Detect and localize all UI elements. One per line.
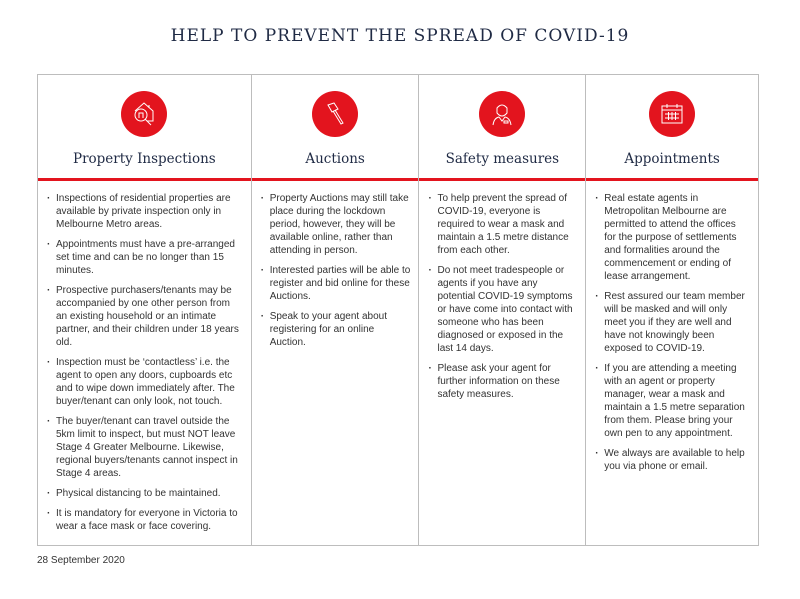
list-item: If you are attending a meeting with an a… <box>595 362 750 440</box>
list-item: Rest assured our team member will be mas… <box>595 290 750 355</box>
list-item: Inspection must be ‘contactless’ i.e. th… <box>47 356 243 408</box>
page-title: HELP TO PREVENT THE SPREAD OF COVID-19 <box>170 26 630 46</box>
list-item: Interested parties will be able to regis… <box>261 264 411 303</box>
list-item: Physical distancing to be maintained. <box>47 487 243 500</box>
house-magnifier-icon <box>121 91 168 137</box>
list-item: We always are available to help you via … <box>595 447 750 473</box>
list-item: The buyer/tenant can travel outside the … <box>47 415 243 480</box>
info-grid: Property Inspections Inspections of resi… <box>37 74 759 546</box>
list-item: To help prevent the spread of COVID-19, … <box>428 192 577 257</box>
list-item: It is mandatory for everyone in Victoria… <box>47 507 243 533</box>
column-header: Appointments <box>586 75 758 181</box>
date-footer: 28 September 2020 <box>37 555 125 566</box>
column-header: Property Inspections <box>38 75 251 181</box>
list-item: Property Auctions may still take place d… <box>261 192 411 257</box>
column-header: Auctions <box>251 75 419 181</box>
bullet-list: Property Auctions may still take place d… <box>252 181 419 349</box>
bullet-list: To help prevent the spread of COVID-19, … <box>419 181 585 401</box>
list-item: Speak to your agent about registering fo… <box>261 310 411 349</box>
column-heading: Property Inspections <box>72 151 216 167</box>
list-item: Appointments must have a pre-arranged se… <box>47 238 243 277</box>
column-heading: Safety measures <box>445 151 560 167</box>
column-appointments: Appointments Real estate agents in Metro… <box>586 75 758 545</box>
column-safety-measures: Safety measures To help prevent the spre… <box>419 75 587 545</box>
column-auctions: Auctions Property Auctions may still tak… <box>251 75 420 545</box>
column-header: Safety measures <box>419 75 586 181</box>
column-heading: Appointments <box>624 151 720 167</box>
bullet-list: Inspections of residential properties ar… <box>38 181 251 533</box>
list-item: Prospective purchasers/tenants may be ac… <box>47 284 243 349</box>
calendar-icon <box>649 91 696 137</box>
gavel-icon <box>312 91 359 137</box>
column-heading: Auctions <box>305 151 365 167</box>
list-item: Inspections of residential properties ar… <box>47 192 243 231</box>
bullet-list: Real estate agents in Metropolitan Melbo… <box>586 181 758 473</box>
list-item: Real estate agents in Metropolitan Melbo… <box>595 192 750 283</box>
person-icon <box>479 91 526 137</box>
list-item: Please ask your agent for further inform… <box>428 362 577 401</box>
column-property-inspections: Property Inspections Inspections of resi… <box>38 75 252 545</box>
list-item: Do not meet tradespeople or agents if yo… <box>428 264 577 355</box>
